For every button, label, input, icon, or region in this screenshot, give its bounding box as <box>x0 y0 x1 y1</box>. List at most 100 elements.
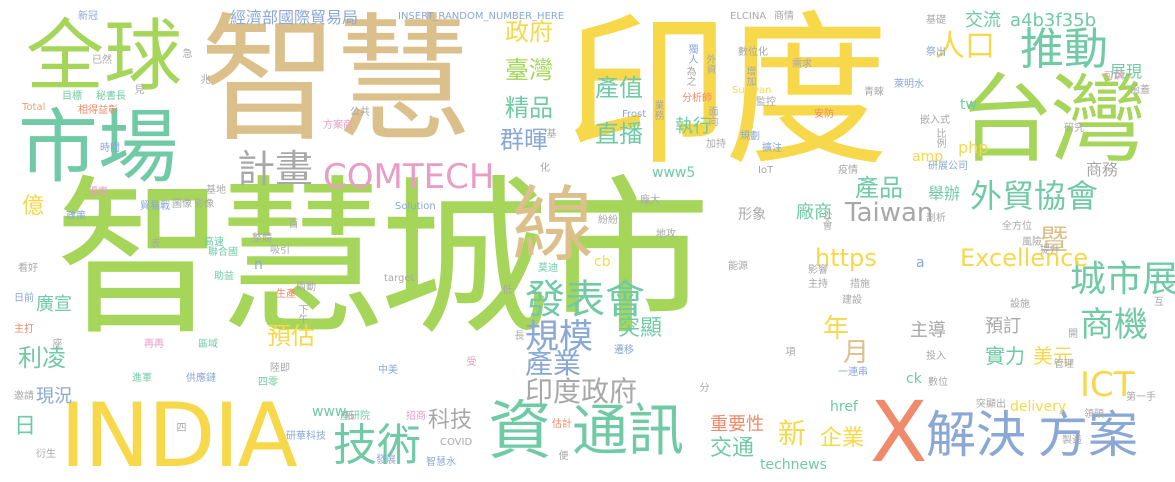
word-status: 現況 <box>36 386 72 407</box>
word-invite: 邀請 <box>14 391 34 402</box>
word-foreign-capital: 外資 <box>704 54 715 74</box>
word-elcina: ELCINA <box>730 11 767 22</box>
word-unicorn: 獨人 <box>686 44 697 64</box>
word-analyst: 分析師 <box>682 93 712 104</box>
word-video: 影像 <box>194 199 214 210</box>
word-billion: 億 <box>22 194 45 219</box>
word-one-after-another: 紛紛 <box>598 215 618 226</box>
word-production: 生產 <box>276 289 296 300</box>
word-solution-zh: 方案 <box>1038 406 1138 464</box>
word-laiming-water: 萊明水 <box>894 79 924 90</box>
word-synology: 群暉 <box>500 126 548 154</box>
word-favor: 青睞 <box>864 87 884 98</box>
word-population: 人口 <box>935 29 995 64</box>
word-expand: 拓 <box>344 411 354 422</box>
word-analysis: 剖析 <box>926 213 946 224</box>
word-www: www <box>312 404 347 420</box>
word-enter-market: 進軍 <box>132 373 152 384</box>
word-monitor: 監控 <box>756 97 776 108</box>
word-reserve: 預訂 <box>985 316 1021 337</box>
word-public: 公共 <box>350 107 370 118</box>
word-region: 區域 <box>198 339 218 350</box>
word-two-move: 兩動 <box>296 282 316 293</box>
word-facility: 設施 <box>1010 299 1030 310</box>
word-digitalize: 數位化 <box>738 47 768 58</box>
word-taiwan-en: Taiwan <box>845 198 934 228</box>
word-fen: 分 <box>697 382 708 392</box>
word-ji-base: 基 <box>544 128 555 138</box>
word-and: 暨 <box>1040 223 1069 256</box>
word-line: 線 <box>512 178 595 273</box>
word-liling: 利凌 <box>18 344 66 372</box>
word-measures: 措施 <box>850 279 870 290</box>
word-overall: 整體 <box>252 233 272 244</box>
word-smart-water: 智慧水 <box>426 457 456 468</box>
word-feature: 主打 <box>14 324 34 335</box>
word-improve: 提升 <box>1040 245 1060 256</box>
word-x: X <box>870 383 928 481</box>
word-attack: 地攻 <box>656 229 676 240</box>
word-supply-chain: 供應鏈 <box>186 373 216 384</box>
word-ict: ICT <box>1080 365 1135 405</box>
word-n: n <box>254 257 263 273</box>
word-foundation: 基礎 <box>926 15 946 26</box>
word-https: https <box>815 244 877 272</box>
word-output-value: 產值 <box>595 74 643 102</box>
word-graphics: 圖像 <box>172 199 192 210</box>
word-huge: 龐大 <box>640 195 660 206</box>
word-attract: 吸引 <box>270 245 290 256</box>
word-host-event: 舉辦 <box>928 184 961 203</box>
word-taiwan-zh: 台灣 <box>958 64 1146 176</box>
word-focus: 擴注 <box>762 143 782 154</box>
word-scale: 規模 <box>525 317 593 357</box>
word-government: 政府 <box>505 18 553 46</box>
word-enterprise: 企業 <box>820 426 865 451</box>
word-day: 日 <box>14 414 37 439</box>
word-recently: 日前 <box>14 293 34 304</box>
word-strength: 實力 <box>985 344 1025 368</box>
word-promotion: 廣宣 <box>36 294 72 315</box>
word-leading: 領頭 <box>1084 409 1104 420</box>
word-si: 四 <box>174 422 185 432</box>
word-digital: 數位 <box>928 377 948 388</box>
word-biz-info: 商情 <box>774 11 794 22</box>
word-investment-attract: 招商 <box>406 411 426 422</box>
word-energy: 能源 <box>728 261 748 272</box>
word-host: 主持 <box>808 279 828 290</box>
word-lead: 主導 <box>910 320 946 341</box>
word-advantech: 研華科技 <box>286 431 326 442</box>
word-commerce: 商務 <box>1086 160 1119 179</box>
word-plan: 計畫 <box>237 147 314 191</box>
word-cover: 函蓋 <box>1130 85 1150 96</box>
word-href: href <box>830 399 858 415</box>
word-a: a <box>916 255 925 271</box>
word-highlight: 突顯 <box>618 316 663 341</box>
word-solution-en: Solution <box>395 201 436 212</box>
word-industry: 產業 <box>525 347 582 380</box>
word-promote: 推動 <box>1020 24 1108 75</box>
word-four-zero: 四零 <box>258 377 278 388</box>
word-planning: 規劃 <box>740 131 760 142</box>
word-di: 低 <box>500 284 511 294</box>
word-chang: 長 <box>512 330 523 340</box>
word-risk: 風險 <box>1022 237 1042 248</box>
word-already: 已然 <box>92 55 112 66</box>
word-manage: 管理 <box>1054 359 1074 370</box>
word-time: 時間 <box>100 143 120 154</box>
word-ck: ck <box>906 371 922 387</box>
word-vendor: 廠商 <box>796 202 832 223</box>
word-showcase: 展現 <box>1110 62 1143 81</box>
word-usd: 美元 <box>1033 344 1073 368</box>
word-increase: 增加 <box>744 66 755 86</box>
word-launch-policy: 祭出 <box>926 47 946 58</box>
word-soon: 陸即 <box>270 363 290 374</box>
word-execute: 執行 <box>675 116 711 137</box>
word-zi: 資 <box>488 395 552 469</box>
word-solution-provider: 方案商 <box>323 120 353 131</box>
word-covid: COVID <box>440 437 473 448</box>
word-boost: 加持 <box>706 139 726 150</box>
word-taitra: 外貿協會 <box>970 177 1099 215</box>
word-modi: 莫迪 <box>538 263 558 274</box>
word-migrate: 遷移 <box>614 345 634 356</box>
